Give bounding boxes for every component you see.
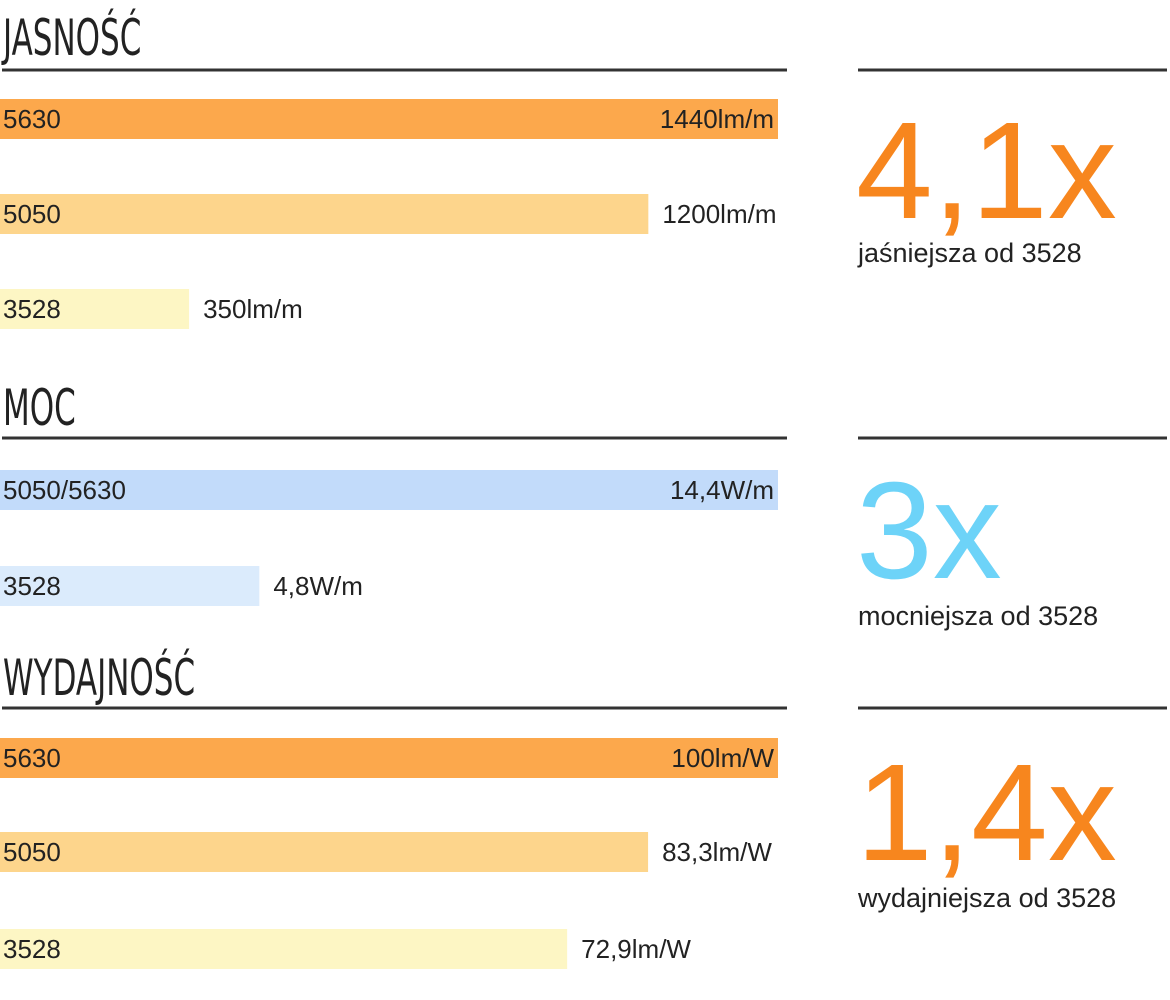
bar xyxy=(0,832,649,872)
bar xyxy=(0,566,260,606)
bar-category: 5050 xyxy=(3,837,61,867)
bar-category: 3528 xyxy=(3,294,61,324)
bar xyxy=(0,99,778,139)
section-title: WYDAJNOŚĆ xyxy=(3,648,195,707)
bar-value-label: 72,9lm/W xyxy=(581,934,691,964)
callout: 3x xyxy=(856,454,1002,608)
bar-category: 5630 xyxy=(3,743,61,773)
callout-text: wydajniejsza od 3528 xyxy=(857,883,1116,913)
section-title: JASNOŚĆ xyxy=(1,8,142,67)
section: MOC 5050/5630 14,4W/m 3528 4,8W/m 3xmocniejsz… xyxy=(0,378,1167,631)
bar-value-label: 350lm/m xyxy=(203,294,303,324)
bar-value-label: 83,3lm/W xyxy=(662,837,772,867)
bar-category: 5050/5630 xyxy=(3,475,126,505)
callout-text: mocniejsza od 3528 xyxy=(858,601,1098,631)
section-title: MOC xyxy=(3,378,76,437)
bar-category: 3528 xyxy=(3,934,61,964)
callout: 1,4x xyxy=(856,736,1117,890)
callout-text: jaśniejsza od 3528 xyxy=(857,238,1082,268)
bar-value-label: 4,8W/m xyxy=(273,571,363,601)
section: JASNOŚĆ 5630 1440lm/m 5050 1200lm/m 3528 350lm… xyxy=(0,8,1167,329)
bar-category: 5050 xyxy=(3,199,61,229)
callout: 4,1x xyxy=(856,94,1117,248)
bar-value-label: 100lm/W xyxy=(671,743,774,773)
bar xyxy=(0,738,778,778)
bar-category: 3528 xyxy=(3,571,61,601)
bar-value-label: 1440lm/m xyxy=(660,104,774,134)
bar-category: 5630 xyxy=(3,104,61,134)
bar xyxy=(0,194,649,234)
section: WYDAJNOŚĆ 5630 100lm/W 5050 83,3lm/W 3528 72,9… xyxy=(0,648,1167,969)
bar-value-label: 1200lm/m xyxy=(662,199,776,229)
bar xyxy=(0,470,778,510)
bar xyxy=(0,929,568,969)
bar-value-label: 14,4W/m xyxy=(670,475,774,505)
bar xyxy=(0,289,190,329)
